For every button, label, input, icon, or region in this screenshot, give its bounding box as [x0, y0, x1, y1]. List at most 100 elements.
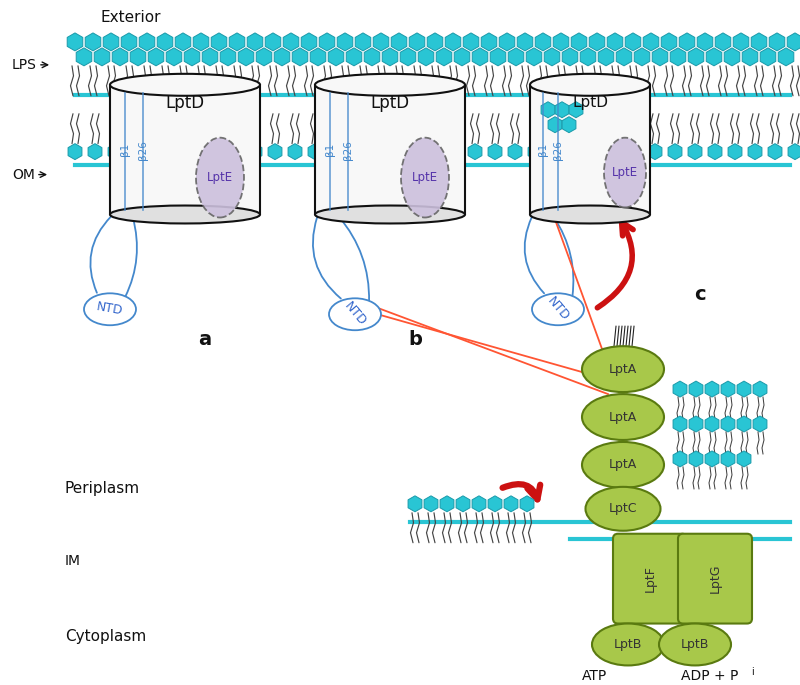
Polygon shape — [721, 416, 735, 432]
Polygon shape — [616, 48, 632, 66]
Text: β1: β1 — [120, 143, 130, 156]
Polygon shape — [456, 496, 470, 512]
Polygon shape — [788, 144, 800, 160]
Text: ATP: ATP — [582, 669, 608, 684]
Text: b: b — [408, 329, 422, 349]
Polygon shape — [544, 48, 560, 66]
Polygon shape — [737, 416, 751, 432]
Polygon shape — [588, 144, 602, 160]
Polygon shape — [748, 144, 762, 160]
Ellipse shape — [592, 623, 664, 665]
Polygon shape — [139, 33, 154, 51]
Ellipse shape — [586, 487, 661, 531]
Text: LptG: LptG — [709, 564, 722, 593]
Polygon shape — [568, 144, 582, 160]
Polygon shape — [705, 381, 719, 397]
Polygon shape — [319, 33, 334, 51]
Text: LptE: LptE — [412, 171, 438, 184]
Ellipse shape — [532, 293, 584, 325]
Polygon shape — [158, 33, 173, 51]
Text: LptD: LptD — [572, 95, 608, 110]
Polygon shape — [548, 144, 562, 160]
Polygon shape — [670, 48, 686, 66]
Polygon shape — [194, 33, 209, 51]
Polygon shape — [338, 33, 353, 51]
Polygon shape — [778, 48, 794, 66]
Polygon shape — [508, 48, 524, 66]
Polygon shape — [679, 33, 694, 51]
Polygon shape — [688, 144, 702, 160]
Polygon shape — [130, 48, 146, 66]
Polygon shape — [382, 48, 398, 66]
Polygon shape — [348, 144, 362, 160]
Polygon shape — [166, 48, 182, 66]
Polygon shape — [418, 48, 434, 66]
Polygon shape — [608, 144, 622, 160]
Polygon shape — [440, 496, 454, 512]
Polygon shape — [626, 33, 641, 51]
Polygon shape — [555, 102, 569, 118]
Ellipse shape — [110, 206, 260, 223]
Polygon shape — [266, 33, 281, 51]
Bar — [530, 85, 650, 214]
FancyBboxPatch shape — [613, 534, 687, 623]
Polygon shape — [428, 144, 442, 160]
Polygon shape — [706, 48, 722, 66]
Polygon shape — [247, 33, 262, 51]
Polygon shape — [211, 33, 226, 51]
Polygon shape — [662, 33, 677, 51]
Text: NTD: NTD — [96, 301, 124, 318]
Ellipse shape — [530, 74, 650, 96]
Polygon shape — [168, 144, 182, 160]
Ellipse shape — [329, 298, 381, 330]
Polygon shape — [274, 48, 290, 66]
Polygon shape — [448, 144, 462, 160]
Polygon shape — [230, 33, 245, 51]
Polygon shape — [643, 33, 658, 51]
Polygon shape — [410, 33, 425, 51]
Ellipse shape — [582, 442, 664, 488]
Polygon shape — [388, 144, 402, 160]
Polygon shape — [288, 144, 302, 160]
Text: ADP + P: ADP + P — [682, 669, 738, 684]
Bar — [110, 85, 260, 214]
Polygon shape — [753, 416, 767, 432]
Polygon shape — [768, 144, 782, 160]
Polygon shape — [472, 48, 488, 66]
Polygon shape — [598, 48, 614, 66]
Polygon shape — [504, 496, 518, 512]
Polygon shape — [268, 144, 282, 160]
Polygon shape — [508, 144, 522, 160]
Ellipse shape — [582, 394, 664, 440]
Polygon shape — [689, 416, 703, 432]
Polygon shape — [488, 496, 502, 512]
Polygon shape — [742, 48, 758, 66]
Ellipse shape — [582, 346, 664, 392]
Text: LptA: LptA — [609, 362, 637, 375]
Polygon shape — [94, 48, 110, 66]
Polygon shape — [569, 102, 583, 118]
Text: LptA: LptA — [609, 410, 637, 423]
Polygon shape — [571, 33, 586, 51]
Polygon shape — [715, 33, 730, 51]
Polygon shape — [673, 416, 687, 432]
Polygon shape — [737, 381, 751, 397]
FancyBboxPatch shape — [678, 534, 752, 623]
Polygon shape — [148, 48, 164, 66]
Text: NTD: NTD — [545, 295, 571, 324]
Text: Exterior: Exterior — [100, 10, 161, 25]
Text: IM: IM — [65, 553, 81, 568]
Polygon shape — [328, 48, 344, 66]
Ellipse shape — [315, 206, 465, 223]
Polygon shape — [737, 451, 751, 467]
Polygon shape — [698, 33, 713, 51]
Polygon shape — [122, 33, 137, 51]
Polygon shape — [652, 48, 668, 66]
Polygon shape — [734, 33, 749, 51]
Polygon shape — [68, 144, 82, 160]
Polygon shape — [518, 33, 533, 51]
Polygon shape — [562, 116, 576, 133]
Polygon shape — [673, 381, 687, 397]
Ellipse shape — [84, 293, 136, 325]
Polygon shape — [770, 33, 785, 51]
